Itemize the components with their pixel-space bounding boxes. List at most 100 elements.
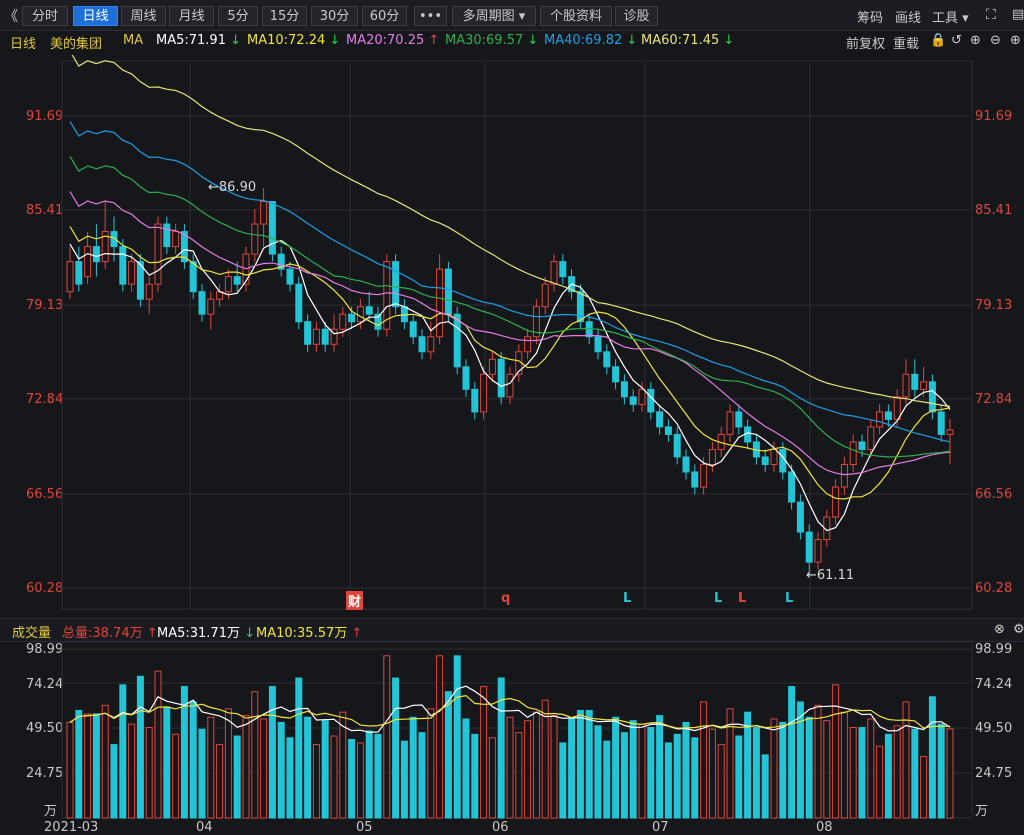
zoom-out-icon[interactable]: ⊖ bbox=[990, 33, 1001, 48]
volume-bar-48 bbox=[488, 737, 496, 819]
volume-bar-64 bbox=[629, 720, 637, 819]
volume-tick-l-4: 万 bbox=[44, 804, 58, 819]
event-marker-5[interactable]: L bbox=[785, 591, 794, 606]
candle-body-33 bbox=[356, 306, 364, 323]
volume-bar-42 bbox=[436, 655, 444, 819]
candle-body-60 bbox=[594, 336, 602, 353]
add-indicator-icon[interactable]: ⊕ bbox=[1010, 33, 1021, 48]
ma-label[interactable]: MA bbox=[123, 33, 144, 48]
volume-bar-69 bbox=[673, 733, 681, 819]
tab-1[interactable]: 日线 bbox=[73, 6, 118, 26]
volume-bar-50 bbox=[506, 716, 514, 819]
settings-icon[interactable]: ⚙ bbox=[1013, 622, 1024, 637]
volume-bar-67 bbox=[656, 715, 664, 819]
volume-bar-80 bbox=[770, 718, 778, 819]
volume-bar-53 bbox=[532, 711, 540, 819]
volume-tick-l-2: 49.50 bbox=[26, 721, 64, 736]
volume-bar-30 bbox=[330, 735, 338, 819]
candle-body-3 bbox=[92, 246, 100, 263]
candle-body-45 bbox=[462, 366, 470, 390]
close-panel-icon[interactable]: ⊗ bbox=[994, 622, 1005, 637]
tab-2[interactable]: 周线 bbox=[121, 6, 166, 26]
event-marker-4[interactable]: L bbox=[738, 591, 747, 606]
volume-bar-26 bbox=[295, 677, 303, 819]
tab-10[interactable]: 个股资料 bbox=[540, 6, 612, 26]
volume-bar-16 bbox=[207, 716, 215, 819]
candle-body-7 bbox=[128, 261, 136, 285]
candle-body-66 bbox=[647, 388, 655, 413]
tab-11[interactable]: 诊股 bbox=[615, 6, 658, 26]
candle-body-4 bbox=[101, 231, 109, 263]
tab-6[interactable]: 30分 bbox=[311, 6, 358, 26]
tools-button[interactable]: 工具 ▾ bbox=[932, 11, 969, 26]
volume-bar-89 bbox=[849, 727, 857, 819]
volume-tick-r-1: 74.24 bbox=[975, 677, 1013, 692]
volume-bar-22 bbox=[260, 718, 268, 819]
candle-body-67 bbox=[656, 411, 664, 428]
zoom-in-icon[interactable]: ⊕ bbox=[970, 33, 981, 48]
candle-body-54 bbox=[541, 283, 549, 308]
candle-body-28 bbox=[312, 328, 320, 345]
candle-body-46 bbox=[471, 388, 479, 413]
volume-bar-96 bbox=[911, 728, 919, 819]
tab-0[interactable]: 分时 bbox=[22, 6, 68, 26]
ma5-value: MA5:71.91 ↓ bbox=[156, 33, 242, 48]
event-marker-0[interactable]: 财 bbox=[346, 591, 364, 610]
ma20-value: MA20:70.25 ↑ bbox=[346, 33, 440, 48]
price-tick-r-3: 72.84 bbox=[975, 392, 1013, 407]
candlestick-chart[interactable] bbox=[0, 55, 1024, 615]
candle-body-44 bbox=[453, 313, 461, 368]
chip-button[interactable]: 筹码 bbox=[857, 11, 884, 26]
volume-bar-25 bbox=[286, 737, 294, 819]
tab-8[interactable]: ••• bbox=[414, 6, 447, 26]
price-tick-l-0: 91.69 bbox=[26, 109, 64, 124]
volume-bar-39 bbox=[409, 716, 417, 819]
adjust-button[interactable]: 前复权 bbox=[846, 37, 886, 52]
candle-body-52 bbox=[524, 336, 532, 353]
volume-label[interactable]: 成交量 bbox=[12, 626, 52, 641]
draw-button[interactable]: 画线 bbox=[895, 11, 922, 26]
period-label: 日线 bbox=[10, 37, 37, 52]
volume-bar-87 bbox=[832, 684, 840, 819]
x-tick-2: 05 bbox=[356, 820, 373, 835]
fullscreen-icon[interactable]: ⛶ bbox=[986, 7, 996, 23]
volume-bar-29 bbox=[321, 720, 329, 819]
candle-body-95 bbox=[902, 373, 910, 398]
event-marker-3[interactable]: L bbox=[714, 591, 723, 606]
lock-icon[interactable]: 🔒 bbox=[930, 33, 947, 48]
candle-body-34 bbox=[365, 306, 373, 315]
tab-4[interactable]: 5分 bbox=[218, 6, 258, 26]
candle-body-26 bbox=[295, 283, 303, 323]
candle-body-21 bbox=[251, 223, 259, 255]
layout-icon[interactable]: ▤ bbox=[1012, 7, 1024, 22]
candle-body-43 bbox=[444, 268, 452, 315]
candle-body-94 bbox=[893, 396, 901, 420]
price-tick-l-4: 66.56 bbox=[26, 487, 64, 502]
volume-ma10: MA10:35.57万 ↑ bbox=[256, 626, 363, 641]
x-tick-4: 07 bbox=[652, 820, 669, 835]
tab-5[interactable]: 15分 bbox=[262, 6, 307, 26]
candle-body-64 bbox=[629, 396, 637, 405]
tab-9[interactable]: 多周期图 ▾ bbox=[452, 6, 536, 26]
event-marker-1[interactable]: q bbox=[501, 591, 511, 606]
undo-icon[interactable]: ↺ bbox=[951, 33, 962, 48]
volume-bar-61 bbox=[603, 740, 611, 819]
tab-3[interactable]: 月线 bbox=[169, 6, 214, 26]
volume-chart[interactable] bbox=[0, 641, 1024, 821]
reload-button[interactable]: 重载 bbox=[893, 37, 920, 52]
volume-tick-r-2: 49.50 bbox=[975, 721, 1013, 736]
candle-body-98 bbox=[928, 381, 936, 413]
stock-name[interactable]: 美的集团 bbox=[50, 37, 103, 52]
tab-7[interactable]: 60分 bbox=[362, 6, 407, 26]
collapse-icon[interactable]: 《 bbox=[4, 9, 18, 25]
candle-body-2 bbox=[84, 246, 92, 278]
volume-bar-91 bbox=[867, 718, 875, 819]
event-marker-2[interactable]: L bbox=[623, 591, 632, 606]
volume-bar-84 bbox=[805, 716, 813, 819]
candle-body-90 bbox=[858, 441, 866, 450]
volume-bar-20 bbox=[242, 715, 250, 819]
volume-bar-72 bbox=[700, 701, 708, 819]
volume-bar-88 bbox=[840, 711, 848, 819]
volume-tick-l-3: 24.75 bbox=[26, 766, 64, 781]
volume-bar-34 bbox=[365, 730, 373, 819]
